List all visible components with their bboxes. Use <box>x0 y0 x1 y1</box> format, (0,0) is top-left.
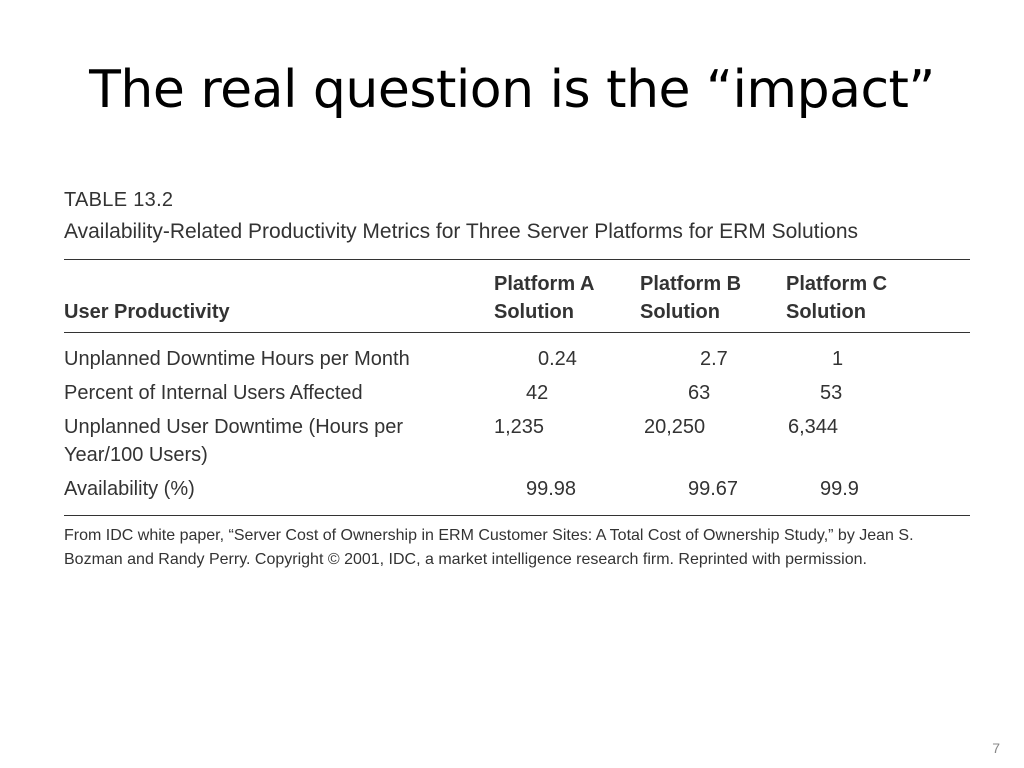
row-label: Unplanned Downtime Hours per Month <box>64 348 410 370</box>
header-user-productivity: User Productivity <box>64 301 230 323</box>
header-platform-c-line1: Platform C <box>786 273 888 295</box>
header-platform-b-line2: Solution <box>640 301 720 323</box>
cell-platform-b: 2.7 <box>700 348 728 370</box>
slide-number: 7 <box>992 740 1000 756</box>
table-top-rule <box>64 259 970 260</box>
table-header-rule <box>64 332 970 333</box>
header-platform-b: Platform B Solution <box>640 270 741 326</box>
table-header-row: User Productivity Platform A Solution Pl… <box>64 268 970 332</box>
table-row: Percent of Internal Users Affected 42 63… <box>64 379 970 413</box>
cell-platform-a: 0.24 <box>538 348 577 370</box>
table-bottom-rule <box>64 515 970 516</box>
cell-platform-b: 20,250 <box>644 416 706 438</box>
cell-platform-a: 1,235 <box>494 416 545 438</box>
table-row: Unplanned User Downtime (Hours per Year/… <box>64 413 970 475</box>
source-note: From IDC white paper, “Server Cost of Ow… <box>64 527 914 568</box>
table-row: Availability (%) 99.98 99.67 99.9 <box>64 475 970 515</box>
table-caption: Availability-Related Productivity Metric… <box>64 220 859 243</box>
cell-platform-b: 63 <box>688 382 711 404</box>
cell-platform-c: 99.9 <box>820 478 859 500</box>
row-label: Percent of Internal Users Affected <box>64 382 363 404</box>
header-platform-b-line1: Platform B <box>640 273 742 295</box>
slide-title: The real question is the “impact” <box>89 60 935 120</box>
header-platform-c: Platform C Solution <box>786 270 887 326</box>
header-platform-a: Platform A Solution <box>494 270 594 326</box>
header-platform-c-line2: Solution <box>786 301 866 323</box>
table-number: TABLE 13.2 <box>64 189 174 211</box>
row-label: Unplanned User Downtime (Hours per Year/… <box>64 416 404 466</box>
cell-platform-a: 42 <box>526 382 549 404</box>
cell-platform-a: 99.98 <box>526 478 577 500</box>
cell-platform-c: 1 <box>832 348 844 370</box>
cell-platform-c: 53 <box>820 382 843 404</box>
table-row: Unplanned Downtime Hours per Month 0.24 … <box>64 345 970 379</box>
metrics-table: TABLE 13.2 Availability-Related Producti… <box>64 188 970 572</box>
cell-platform-c: 6,344 <box>788 416 839 438</box>
cell-platform-b: 99.67 <box>688 478 739 500</box>
header-platform-a-line1: Platform A <box>494 273 595 295</box>
row-label: Availability (%) <box>64 478 195 500</box>
header-platform-a-line2: Solution <box>494 301 574 323</box>
